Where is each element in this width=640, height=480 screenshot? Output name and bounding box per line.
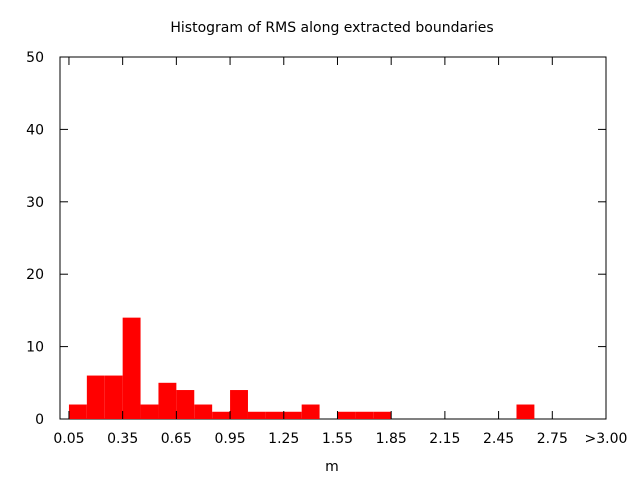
y-tick-label: 50 (26, 50, 44, 66)
x-axis-label: m (325, 459, 339, 475)
histogram-bar (373, 411, 392, 419)
x-axis: 0.05 0.35 0.65 0.95 1.25 1.55 1.85 2.15 2.45 2.75… (53, 57, 627, 447)
histogram-bar (158, 382, 177, 419)
y-tick-label: 10 (26, 340, 44, 356)
histogram-bar (283, 411, 302, 419)
histogram-bar (212, 411, 231, 419)
x-tick-label: 0.05 (53, 431, 84, 447)
bars-group (68, 317, 535, 419)
y-tick-label: 0 (35, 412, 44, 428)
histogram-bar (355, 411, 374, 419)
histogram-bar (230, 390, 248, 419)
plot-frame (59, 56, 607, 420)
x-tick-label: 2.45 (483, 431, 514, 447)
histogram-bar (247, 411, 266, 419)
x-tick-label: 2.15 (429, 431, 460, 447)
histogram-bar (301, 404, 320, 419)
histogram-bar (194, 404, 213, 419)
x-tick-label: 1.25 (268, 431, 299, 447)
x-tick-label: >3.00 (585, 431, 628, 447)
histogram-bar (86, 375, 105, 419)
histogram-bar (122, 317, 141, 419)
chart-title: Histogram of RMS along extracted boundar… (170, 20, 493, 36)
x-tick-label: 0.65 (161, 431, 192, 447)
histogram-bar (104, 375, 123, 419)
histogram-bar (265, 411, 284, 419)
x-tick-label: 1.55 (322, 431, 353, 447)
x-tick-label: 0.35 (107, 431, 138, 447)
y-tick-label: 30 (26, 195, 44, 211)
histogram-bar (516, 404, 535, 419)
histogram-bar (140, 404, 159, 419)
histogram-bar (176, 390, 195, 419)
y-axis: 0 10 20 30 40 50 (26, 50, 606, 428)
x-tick-label: 0.95 (214, 431, 245, 447)
histogram-bar (68, 404, 87, 419)
x-tick-label: 1.85 (376, 431, 407, 447)
y-tick-label: 40 (26, 122, 44, 138)
x-tick-label: 2.75 (537, 431, 568, 447)
histogram-bar (337, 411, 356, 419)
y-tick-label: 20 (26, 267, 44, 283)
